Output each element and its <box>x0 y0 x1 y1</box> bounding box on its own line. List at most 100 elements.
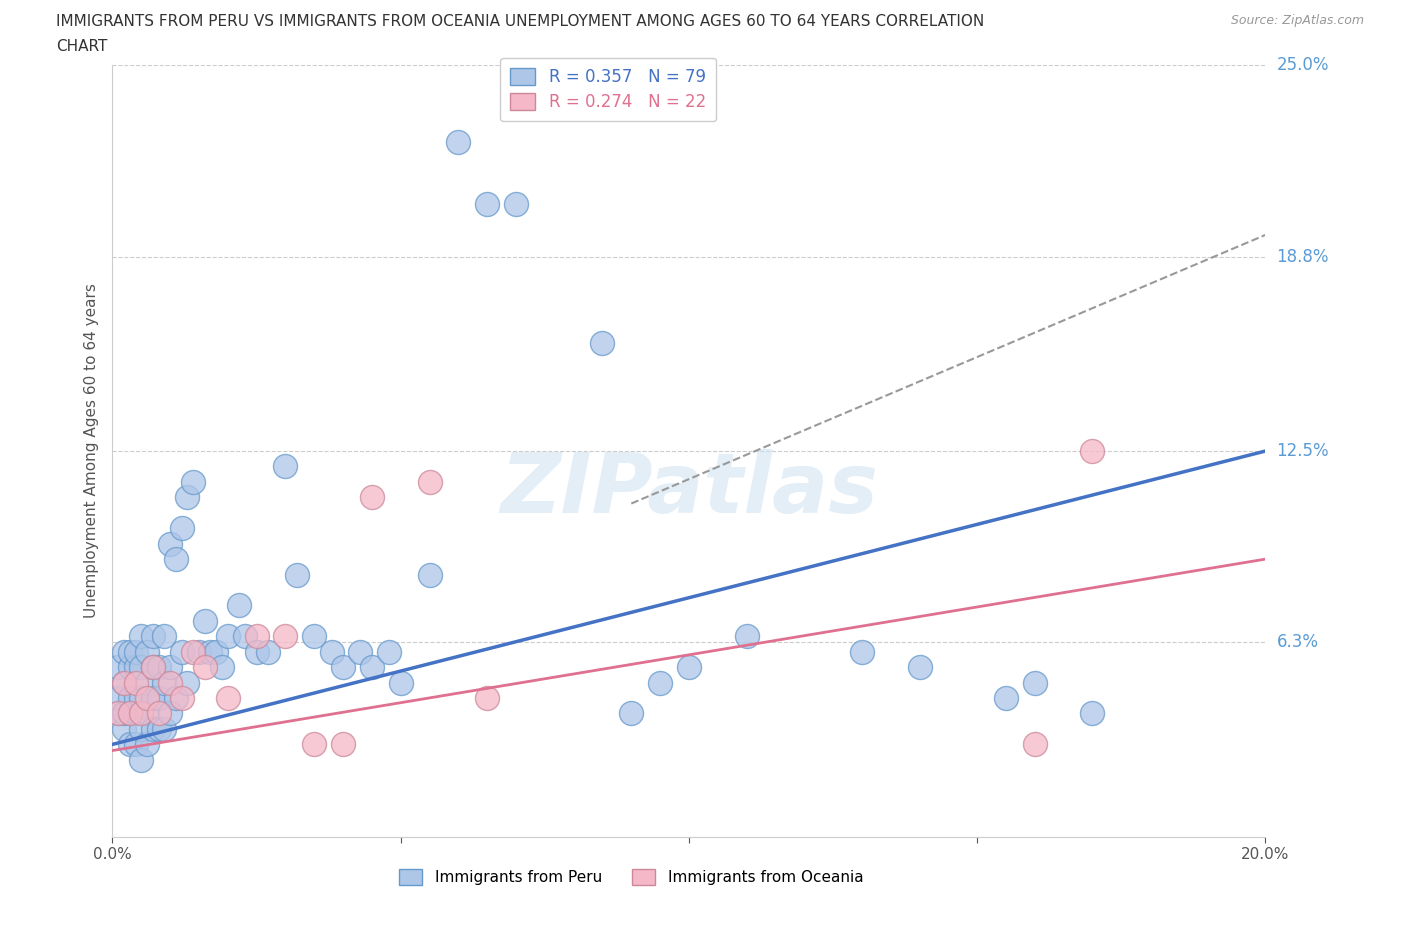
Point <box>181 644 204 659</box>
Point <box>188 644 211 659</box>
Point <box>118 659 141 674</box>
Point <box>124 737 146 751</box>
Point <box>136 737 159 751</box>
Point <box>332 737 354 751</box>
Point <box>124 691 146 706</box>
Point <box>194 614 217 629</box>
Text: 18.8%: 18.8% <box>1277 247 1329 266</box>
Point <box>995 691 1018 706</box>
Point <box>148 659 170 674</box>
Point <box>107 706 129 721</box>
Y-axis label: Unemployment Among Ages 60 to 64 years: Unemployment Among Ages 60 to 64 years <box>83 284 98 618</box>
Point <box>118 737 141 751</box>
Point <box>129 629 153 644</box>
Point <box>592 336 614 351</box>
Point <box>304 737 326 751</box>
Point <box>118 691 141 706</box>
Text: ZIPatlas: ZIPatlas <box>501 449 877 530</box>
Point <box>851 644 873 659</box>
Point <box>378 644 401 659</box>
Point <box>112 644 135 659</box>
Point <box>181 474 204 489</box>
Point <box>228 598 250 613</box>
Point <box>112 675 135 690</box>
Point <box>142 691 165 706</box>
Point <box>112 722 135 737</box>
Point <box>176 490 198 505</box>
Point <box>620 706 643 721</box>
Point <box>124 706 146 721</box>
Point <box>419 567 441 582</box>
Point <box>170 691 193 706</box>
Point <box>107 706 129 721</box>
Point <box>142 659 165 674</box>
Point <box>246 644 269 659</box>
Point <box>1081 444 1104 458</box>
Point <box>136 675 159 690</box>
Point <box>176 675 198 690</box>
Point <box>129 706 153 721</box>
Point <box>129 659 153 674</box>
Point <box>257 644 280 659</box>
Point <box>136 644 159 659</box>
Point <box>112 706 135 721</box>
Point <box>159 706 181 721</box>
Point <box>735 629 758 644</box>
Point <box>129 691 153 706</box>
Point <box>153 722 176 737</box>
Point <box>321 644 343 659</box>
Point <box>233 629 256 644</box>
Text: Source: ZipAtlas.com: Source: ZipAtlas.com <box>1230 14 1364 27</box>
Point <box>285 567 308 582</box>
Point <box>274 459 297 474</box>
Point <box>505 196 527 211</box>
Point <box>153 629 176 644</box>
Point <box>142 659 165 674</box>
Point <box>118 706 141 721</box>
Point <box>124 644 146 659</box>
Point <box>349 644 371 659</box>
Point <box>274 629 297 644</box>
Point <box>170 521 193 536</box>
Point <box>124 659 146 674</box>
Point <box>107 691 129 706</box>
Text: 6.3%: 6.3% <box>1277 633 1319 652</box>
Point <box>142 629 165 644</box>
Point <box>124 675 146 690</box>
Point <box>118 706 141 721</box>
Point <box>136 706 159 721</box>
Point <box>148 706 170 721</box>
Point <box>118 644 141 659</box>
Point <box>153 675 176 690</box>
Point <box>112 675 135 690</box>
Point <box>107 659 129 674</box>
Point <box>304 629 326 644</box>
Point <box>159 537 181 551</box>
Point <box>211 659 233 674</box>
Point <box>205 644 228 659</box>
Point <box>165 551 187 566</box>
Point <box>332 659 354 674</box>
Point <box>194 659 217 674</box>
Point <box>148 691 170 706</box>
Point <box>678 659 700 674</box>
Point <box>170 644 193 659</box>
Point <box>389 675 412 690</box>
Text: CHART: CHART <box>56 39 108 54</box>
Point <box>360 490 382 505</box>
Point <box>159 675 181 690</box>
Point <box>1024 737 1046 751</box>
Text: IMMIGRANTS FROM PERU VS IMMIGRANTS FROM OCEANIA UNEMPLOYMENT AMONG AGES 60 TO 64: IMMIGRANTS FROM PERU VS IMMIGRANTS FROM … <box>56 14 984 29</box>
Point <box>129 752 153 767</box>
Point <box>129 722 153 737</box>
Point <box>650 675 672 690</box>
Point <box>159 659 181 674</box>
Point <box>447 135 470 150</box>
Point <box>360 659 382 674</box>
Point <box>165 691 187 706</box>
Point <box>136 691 159 706</box>
Point <box>217 691 239 706</box>
Point <box>200 644 222 659</box>
Point <box>142 722 165 737</box>
Point <box>419 474 441 489</box>
